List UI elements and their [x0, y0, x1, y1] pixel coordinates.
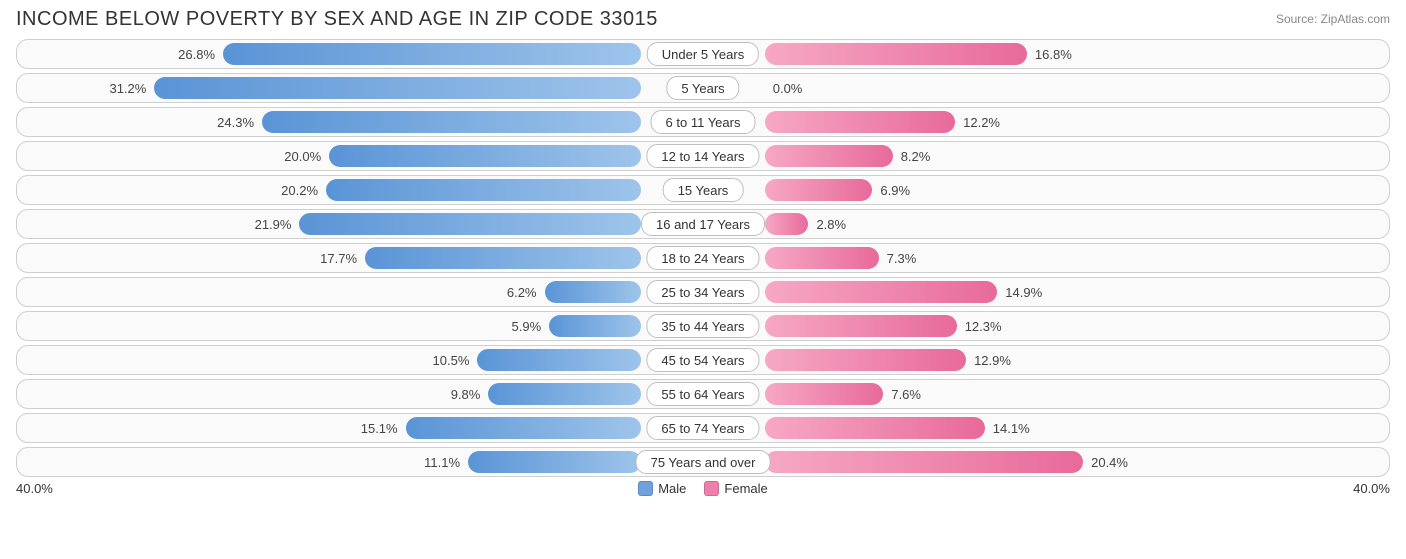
value-male: 10.5%	[433, 346, 478, 374]
chart-row: 35 to 44 Years 5.9% 12.3%	[16, 311, 1390, 341]
value-male: 20.0%	[284, 142, 329, 170]
age-group-label: 55 to 64 Years	[646, 382, 759, 406]
value-male: 6.2%	[507, 278, 545, 306]
value-female: 6.9%	[872, 176, 910, 204]
value-female: 2.8%	[808, 210, 846, 238]
value-male: 24.3%	[217, 108, 262, 136]
chart-row: 45 to 54 Years 10.5% 12.9%	[16, 345, 1390, 375]
bar-male	[477, 349, 641, 371]
bar-male	[329, 145, 641, 167]
value-female: 14.9%	[997, 278, 1042, 306]
bar-female	[765, 247, 879, 269]
value-male: 9.8%	[451, 380, 489, 408]
value-female: 7.6%	[883, 380, 921, 408]
age-group-label: 15 Years	[663, 178, 744, 202]
diverging-bar-chart: Under 5 Years 26.8% 16.8% 5 Years 31.2% 0.0% 6…	[16, 39, 1390, 477]
bar-female	[765, 315, 957, 337]
bar-male	[549, 315, 641, 337]
bar-male	[365, 247, 641, 269]
bar-male	[154, 77, 641, 99]
legend-swatch-female	[704, 481, 719, 496]
age-group-label: 16 and 17 Years	[641, 212, 765, 236]
value-female: 8.2%	[893, 142, 931, 170]
age-group-label: 12 to 14 Years	[646, 144, 759, 168]
value-female: 20.4%	[1083, 448, 1128, 476]
bar-female	[765, 349, 966, 371]
legend: Male Female	[638, 481, 768, 496]
age-group-label: 18 to 24 Years	[646, 246, 759, 270]
age-group-label: 25 to 34 Years	[646, 280, 759, 304]
value-male: 21.9%	[255, 210, 300, 238]
chart-row: 18 to 24 Years 17.7% 7.3%	[16, 243, 1390, 273]
bar-female	[765, 179, 873, 201]
value-female: 12.3%	[957, 312, 1002, 340]
bar-female	[765, 383, 884, 405]
age-group-label: 35 to 44 Years	[646, 314, 759, 338]
value-male: 20.2%	[281, 176, 326, 204]
age-group-label: 75 Years and over	[636, 450, 771, 474]
chart-row: 65 to 74 Years 15.1% 14.1%	[16, 413, 1390, 443]
bar-male	[223, 43, 641, 65]
value-male: 11.1%	[424, 448, 468, 476]
chart-row: 55 to 64 Years 9.8% 7.6%	[16, 379, 1390, 409]
bar-female	[765, 417, 985, 439]
value-male: 26.8%	[178, 40, 223, 68]
chart-row: 16 and 17 Years 21.9% 2.8%	[16, 209, 1390, 239]
chart-row: 25 to 34 Years 6.2% 14.9%	[16, 277, 1390, 307]
value-female: 7.3%	[879, 244, 917, 272]
age-group-label: 45 to 54 Years	[646, 348, 759, 372]
chart-row: 12 to 14 Years 20.0% 8.2%	[16, 141, 1390, 171]
chart-row: 6 to 11 Years 24.3% 12.2%	[16, 107, 1390, 137]
legend-item-male: Male	[638, 481, 686, 496]
chart-row: 75 Years and over 11.1% 20.4%	[16, 447, 1390, 477]
bar-female	[765, 111, 955, 133]
legend-label-male: Male	[658, 481, 686, 496]
legend-item-female: Female	[704, 481, 767, 496]
value-female: 14.1%	[985, 414, 1030, 442]
bar-male	[406, 417, 642, 439]
bar-male	[262, 111, 641, 133]
value-female: 0.0%	[765, 74, 803, 102]
value-male: 31.2%	[109, 74, 154, 102]
legend-swatch-male	[638, 481, 653, 496]
value-male: 5.9%	[512, 312, 550, 340]
chart-title: INCOME BELOW POVERTY BY SEX AND AGE IN Z…	[16, 8, 658, 31]
age-group-label: 65 to 74 Years	[646, 416, 759, 440]
source-attribution: Source: ZipAtlas.com	[1276, 8, 1390, 26]
age-group-label: Under 5 Years	[647, 42, 759, 66]
age-group-label: 5 Years	[666, 76, 739, 100]
chart-row: 5 Years 31.2% 0.0%	[16, 73, 1390, 103]
bar-female	[765, 145, 893, 167]
age-group-label: 6 to 11 Years	[651, 110, 756, 134]
bar-male	[326, 179, 641, 201]
value-male: 17.7%	[320, 244, 365, 272]
axis-left-max-label: 40.0%	[16, 481, 53, 496]
value-male: 15.1%	[361, 414, 406, 442]
bar-male	[468, 451, 641, 473]
bar-male	[299, 213, 641, 235]
axis-right-max-label: 40.0%	[1353, 481, 1390, 496]
chart-row: Under 5 Years 26.8% 16.8%	[16, 39, 1390, 69]
bar-female	[765, 281, 998, 303]
value-female: 16.8%	[1027, 40, 1072, 68]
bar-female	[765, 213, 809, 235]
value-female: 12.2%	[955, 108, 1000, 136]
chart-row: 15 Years 20.2% 6.9%	[16, 175, 1390, 205]
bar-female	[765, 43, 1027, 65]
value-female: 12.9%	[966, 346, 1011, 374]
bar-male	[545, 281, 642, 303]
bar-female	[765, 451, 1083, 473]
legend-label-female: Female	[724, 481, 767, 496]
bar-male	[488, 383, 641, 405]
